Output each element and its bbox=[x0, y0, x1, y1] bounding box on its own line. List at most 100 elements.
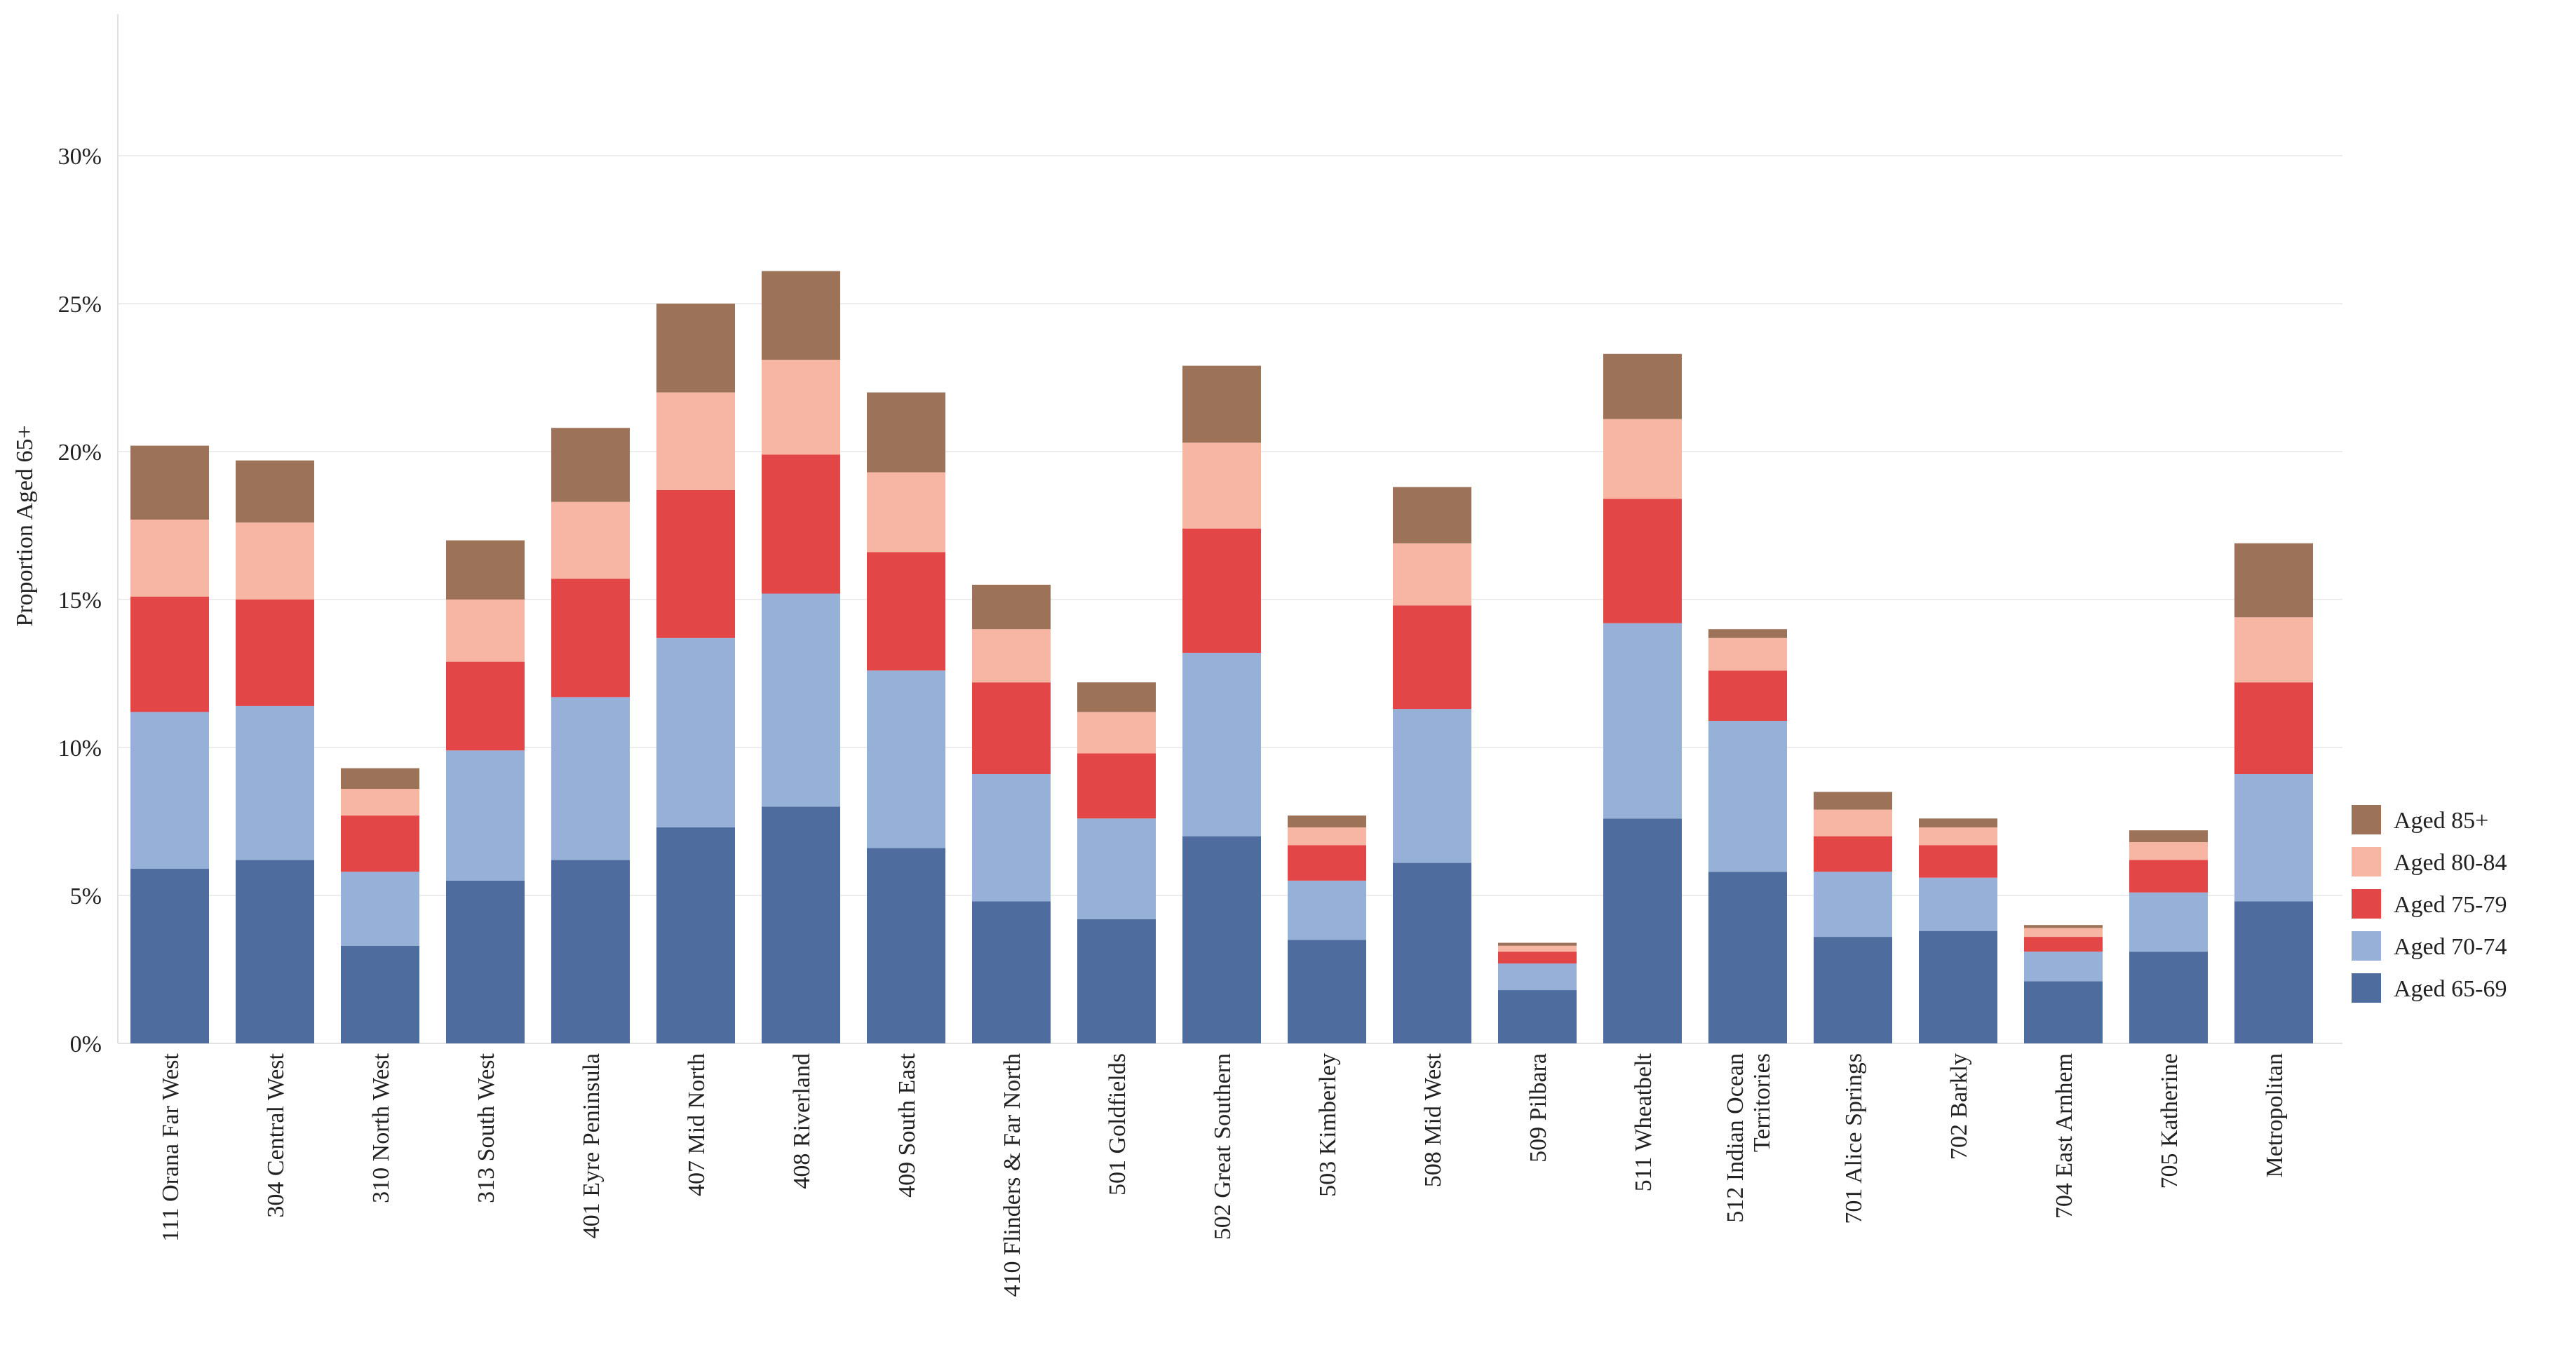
bar-segment bbox=[1393, 487, 1471, 543]
x-tick-label-line: 407 Mid North bbox=[684, 1053, 710, 1196]
bar-segment bbox=[551, 501, 630, 579]
bar-segment bbox=[1288, 827, 1366, 846]
legend-swatch bbox=[2352, 805, 2381, 834]
x-tick-label-line: 111 Orana Far West bbox=[158, 1052, 184, 1241]
x-tick-label-line: 511 Wheatbelt bbox=[1631, 1052, 1657, 1191]
bar-segment bbox=[446, 600, 525, 662]
y-tick-label: 20% bbox=[58, 440, 102, 466]
y-tick-label: 10% bbox=[58, 736, 102, 762]
x-tick-label-line: 701 Alice Springs bbox=[1841, 1053, 1867, 1224]
bar-segment bbox=[1919, 877, 1997, 931]
bar-segment bbox=[2024, 952, 2103, 982]
bar-segment bbox=[2024, 925, 2103, 928]
bar-segment bbox=[130, 869, 209, 1043]
bar-segment bbox=[2234, 773, 2313, 902]
bar-segment bbox=[867, 392, 945, 473]
bar-segment bbox=[236, 460, 314, 523]
bar-segment bbox=[1077, 753, 1156, 819]
bar-segment bbox=[656, 827, 735, 1043]
x-tick-label: 310 North West bbox=[368, 1052, 394, 1203]
legend-swatch bbox=[2352, 931, 2381, 961]
bar-segment bbox=[1708, 629, 1787, 638]
bar-segment bbox=[2024, 981, 2103, 1043]
bar-segment bbox=[972, 682, 1051, 774]
bar-segment bbox=[1603, 623, 1682, 819]
x-tick-label-line: 512 Indian Ocean bbox=[1722, 1053, 1748, 1223]
x-tick-label: 704 East Arnhem bbox=[2051, 1053, 2077, 1219]
x-tick-label: 409 South East bbox=[894, 1052, 920, 1197]
bar-segment bbox=[1393, 709, 1471, 863]
bar-segment bbox=[1077, 919, 1156, 1043]
bar-segment bbox=[130, 520, 209, 597]
x-tick-label: 512 Indian Ocean Territories bbox=[1722, 1053, 1775, 1223]
bar-segment bbox=[1814, 836, 1892, 872]
bar-segment bbox=[1708, 670, 1787, 722]
bar-segment bbox=[551, 697, 630, 860]
bar-segment bbox=[236, 705, 314, 860]
bar-segment bbox=[341, 815, 419, 872]
bar-segment bbox=[1814, 937, 1892, 1043]
bar-segment bbox=[551, 578, 630, 698]
y-tick-label: 15% bbox=[58, 588, 102, 614]
bar-segment bbox=[341, 768, 419, 790]
bar-segment bbox=[341, 945, 419, 1043]
bar-segment bbox=[1708, 872, 1787, 1043]
x-tick-label: 111 Orana Far West bbox=[158, 1052, 184, 1241]
x-tick-label: 501 Goldfields bbox=[1105, 1053, 1131, 1196]
legend-swatch bbox=[2352, 889, 2381, 919]
x-tick-label-line: Territories bbox=[1749, 1053, 1775, 1152]
chart-bars bbox=[130, 271, 2313, 1043]
bar-segment bbox=[762, 271, 840, 360]
x-tick-label-line: 702 Barkly bbox=[1946, 1053, 1972, 1160]
x-tick-label: 702 Barkly bbox=[1946, 1053, 1972, 1160]
bar-segment bbox=[656, 489, 735, 638]
bar-segment bbox=[551, 428, 630, 502]
bar-segment bbox=[1919, 827, 1997, 846]
legend-label: Aged 85+ bbox=[2394, 808, 2488, 834]
bar-segment bbox=[1498, 942, 1577, 946]
bar-segment bbox=[2129, 952, 2208, 1043]
bar-segment bbox=[1919, 930, 1997, 1043]
x-tick-label: 503 Kimberley bbox=[1315, 1053, 1341, 1197]
x-tick-label: 410 Flinders & Far North bbox=[999, 1053, 1025, 1297]
x-tick-label-line: 410 Flinders & Far North bbox=[999, 1053, 1025, 1297]
legend-label: Aged 80-84 bbox=[2394, 850, 2507, 876]
bar-segment bbox=[130, 596, 209, 712]
x-tick-label: 705 Katherine bbox=[2157, 1053, 2183, 1189]
y-axis-title: Proportion Aged 65+ bbox=[12, 425, 38, 626]
bar-segment bbox=[2234, 682, 2313, 774]
bar-segment bbox=[762, 806, 840, 1043]
bar-segment bbox=[1077, 712, 1156, 754]
bar-segment bbox=[1288, 940, 1366, 1043]
bar-segment bbox=[1288, 845, 1366, 881]
bar-segment bbox=[341, 872, 419, 946]
y-axis-ticks: 0% 5% 10% 15% 20% 25% 30% bbox=[58, 144, 102, 1057]
legend-swatch bbox=[2352, 973, 2381, 1003]
bar-segment bbox=[446, 540, 525, 600]
bar-segment bbox=[1182, 365, 1261, 443]
bar-segment bbox=[2024, 937, 2103, 952]
x-tick-label-line: 705 Katherine bbox=[2157, 1053, 2183, 1189]
bar-segment bbox=[2234, 543, 2313, 618]
bar-segment bbox=[867, 670, 945, 848]
y-tick-label: 25% bbox=[58, 292, 102, 318]
x-tick-label: 313 South West bbox=[473, 1052, 499, 1203]
x-tick-label: 511 Wheatbelt bbox=[1631, 1052, 1657, 1191]
bar-segment bbox=[762, 593, 840, 807]
x-tick-label-line: 503 Kimberley bbox=[1315, 1053, 1341, 1197]
bar-segment bbox=[1393, 862, 1471, 1043]
bar-segment bbox=[1498, 990, 1577, 1043]
bar-segment bbox=[972, 901, 1051, 1043]
bar-segment bbox=[1288, 815, 1366, 827]
bar-segment bbox=[1393, 543, 1471, 606]
x-tick-label: 407 Mid North bbox=[684, 1053, 710, 1196]
bar-segment bbox=[130, 712, 209, 869]
bar-segment bbox=[867, 552, 945, 671]
bar-segment bbox=[1182, 836, 1261, 1043]
bar-segment bbox=[446, 880, 525, 1043]
bar-segment bbox=[1708, 721, 1787, 872]
x-tick-label: Metropolitan bbox=[2262, 1053, 2288, 1178]
bar-segment bbox=[1077, 682, 1156, 712]
bar-segment bbox=[1814, 809, 1892, 837]
